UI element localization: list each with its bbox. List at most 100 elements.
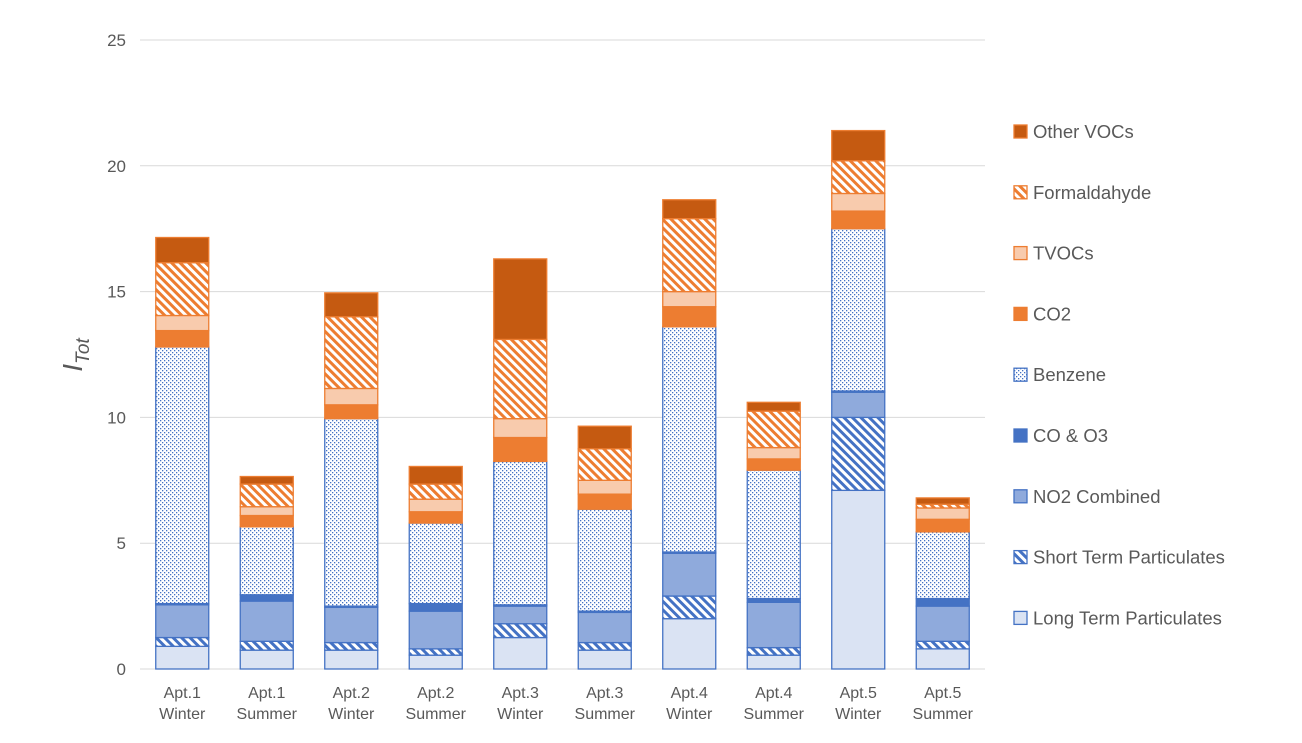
x-axis-tick-labels: Apt.1 Winter Apt.1 Summer Apt.2 Winter Apt.2 Su… (159, 685, 974, 723)
bar-segment-no2-combined (746, 601, 801, 649)
bar-segment-no2-combined (155, 604, 210, 639)
bar-segment-co2 (155, 329, 210, 348)
bar-segment-short-term-particulates (915, 640, 970, 650)
x-tick-label: Summer (744, 706, 805, 723)
bar-segment-tvocs (662, 290, 717, 308)
y-axis-title: ITot (57, 338, 94, 372)
bar-segment-tvocs (408, 498, 463, 513)
bar-segment-other-vocs (577, 425, 632, 450)
legend-label: TVOCs (1033, 243, 1094, 264)
x-tick-label: Winter (328, 706, 375, 723)
bar-segment-formaldahyde (831, 160, 886, 195)
bar-segment-benzene (239, 526, 294, 596)
bar-segment-long-term-particulates (577, 649, 632, 670)
bar-segment-short-term-particulates (662, 595, 717, 620)
bar-segment-tvocs (746, 446, 801, 460)
bar-segment-co2 (746, 458, 801, 471)
legend-label: CO2 (1033, 303, 1071, 324)
bar-segment-co2 (239, 514, 294, 528)
bar-segment-tvocs (324, 387, 379, 406)
legend-swatch (1013, 245, 1028, 261)
x-tick-label: Apt.2 (333, 685, 370, 702)
bar-segment-co-o3 (915, 597, 970, 607)
bar-segment-no2-combined (831, 391, 886, 419)
bar-segment-other-vocs (493, 258, 548, 341)
bar-segment-short-term-particulates (831, 416, 886, 492)
bar-segment-co-o3 (239, 594, 294, 602)
bar-stacks (155, 129, 970, 670)
bar-segment-formaldahyde (239, 483, 294, 508)
bar-segment-benzene (915, 531, 970, 600)
bar-segment-co2 (915, 518, 970, 533)
x-tick-label: Apt.2 (417, 685, 454, 702)
x-tick-label: Apt.1 (164, 685, 201, 702)
x-tick-label: Winter (497, 706, 544, 723)
bar-segment-other-vocs (662, 199, 717, 220)
bar-segment-no2-combined (408, 610, 463, 650)
legend-swatch (1013, 306, 1028, 322)
bar-segment-formaldahyde (662, 217, 717, 293)
bar-segment-other-vocs (324, 292, 379, 318)
bar-segment-other-vocs (831, 129, 886, 162)
y-axis-title-main: I (57, 364, 88, 372)
x-tick-label: Summer (406, 706, 467, 723)
bar-segment-formaldahyde (746, 410, 801, 449)
bar-segment-formaldahyde (408, 483, 463, 500)
legend-label: NO2 Combined (1033, 486, 1161, 507)
legend-label: Long Term Particulates (1033, 607, 1222, 628)
bar-segment-long-term-particulates (662, 618, 717, 670)
bar-segment-long-term-particulates (155, 645, 210, 670)
x-tick-label: Apt.3 (586, 685, 623, 702)
bar-segment-benzene (155, 346, 210, 605)
bar-segment-co2 (408, 511, 463, 524)
bar-segment-no2-combined (577, 611, 632, 644)
legend-swatch (1013, 185, 1028, 200)
bar-segment-co2 (493, 436, 548, 463)
bar-segment-no2-combined (662, 552, 717, 597)
bar-segment-other-vocs (239, 475, 294, 485)
bar-segment-long-term-particulates (408, 654, 463, 670)
bar-segment-no2-combined (915, 605, 970, 642)
bar-segment-tvocs (915, 507, 970, 520)
bar-segment-long-term-particulates (746, 654, 801, 670)
bar-segment-short-term-particulates (746, 646, 801, 656)
bar-segment-tvocs (577, 479, 632, 495)
bar-segment-benzene (662, 326, 717, 553)
bar-segment-benzene (577, 508, 632, 612)
y-tick-label: 10 (107, 408, 126, 427)
x-tick-label: Apt.3 (502, 685, 539, 702)
bar-segment-tvocs (831, 192, 886, 212)
bar-segment-other-vocs (915, 497, 970, 505)
legend-label: Other VOCs (1033, 121, 1134, 142)
legend-label: Short Term Particulates (1033, 547, 1225, 568)
bar-segment-short-term-particulates (408, 648, 463, 656)
legend-swatch (1013, 549, 1028, 565)
bar-segment-co2 (831, 210, 886, 230)
x-tick-label: Summer (575, 706, 636, 723)
bar-segment-no2-combined (239, 600, 294, 642)
x-tick-label: Summer (237, 706, 298, 723)
y-axis-label: ITot (57, 338, 94, 372)
x-tick-label: Summer (913, 706, 974, 723)
bar-segment-co2 (577, 493, 632, 510)
x-tick-label: Apt.4 (755, 685, 792, 702)
bar-segment-short-term-particulates (493, 623, 548, 639)
bar-segment-formaldahyde (493, 338, 548, 420)
bar-segment-tvocs (493, 418, 548, 439)
y-tick-label: 5 (117, 534, 126, 553)
y-axis-title-subscript: Tot (73, 338, 94, 364)
y-tick-label: 25 (107, 31, 126, 50)
x-tick-label: Apt.4 (671, 685, 708, 702)
bar-segment-benzene (408, 522, 463, 605)
legend-swatch (1013, 610, 1028, 626)
legend: Other VOCs Formaldahyde TVOCs CO2 Benzene CO … (1013, 121, 1225, 628)
x-tick-label: Apt.5 (924, 685, 961, 702)
y-tick-label: 15 (107, 283, 126, 302)
bar-segment-long-term-particulates (915, 648, 970, 670)
bar-segment-other-vocs (155, 236, 210, 264)
x-tick-label: Winter (666, 706, 713, 723)
x-tick-label: Apt.1 (248, 685, 285, 702)
bar-segment-other-vocs (408, 465, 463, 485)
x-tick-label: Winter (159, 706, 206, 723)
